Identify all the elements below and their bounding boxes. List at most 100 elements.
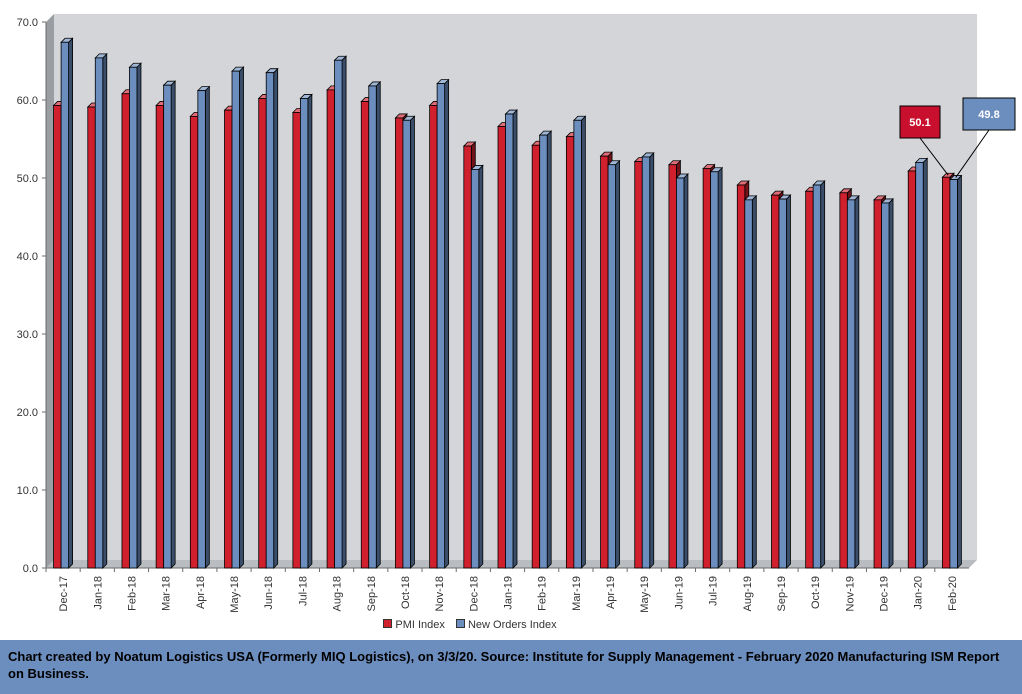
bar-new-orders	[572, 115, 587, 569]
bar-front-face	[231, 70, 240, 569]
x-tick-label: Jan-18	[92, 576, 104, 610]
bar-front-face	[87, 106, 96, 569]
bar-side-face	[102, 52, 108, 569]
annotation-label: 50.1	[909, 117, 930, 129]
bar-front-face	[812, 184, 822, 569]
bar-front-face	[915, 161, 924, 569]
bar-new-orders	[880, 197, 895, 569]
x-tick-label: Feb-18	[126, 576, 138, 611]
bar-side-face	[546, 130, 552, 569]
x-tick-label: Feb-20	[947, 576, 959, 611]
x-tick-label: Jan-19	[503, 576, 515, 610]
x-tick-label: Jun-19	[673, 576, 685, 610]
y-tick-label: 70.0	[17, 17, 38, 29]
bar-new-orders	[675, 173, 689, 569]
bar-front-face	[299, 98, 309, 569]
x-tick-label: Sep-19	[776, 576, 788, 611]
x-tick-label: Mar-19	[571, 576, 583, 611]
bar-new-orders	[299, 93, 313, 569]
bar-new-orders	[948, 174, 963, 569]
y-tick-label: 50.0	[17, 173, 38, 185]
bar-side-face	[649, 151, 655, 569]
x-tick-label: Oct-19	[810, 576, 822, 609]
bar-front-face	[805, 190, 814, 569]
bar-new-orders	[470, 164, 484, 569]
x-tick-label: Oct-18	[400, 576, 412, 609]
bar-side-face	[820, 180, 826, 569]
bar-side-face	[341, 55, 347, 569]
bar-front-face	[470, 169, 480, 569]
x-tick-label: Mar-18	[161, 576, 173, 611]
bar-front-face	[873, 199, 882, 569]
bar-front-face	[676, 177, 685, 569]
bar-front-face	[121, 93, 130, 569]
annotation-box	[899, 105, 941, 139]
bar-front-face	[497, 126, 506, 569]
bar-new-orders	[162, 80, 177, 569]
bar-front-face	[907, 170, 917, 569]
bar-side-face	[786, 194, 791, 569]
x-tick-label: Jan-20	[913, 576, 925, 610]
bar-new-orders	[641, 151, 655, 569]
y-tick-label: 0.0	[23, 563, 38, 575]
bar-front-face	[641, 156, 651, 569]
x-tick-label: Dec-18	[468, 576, 480, 611]
bar-new-orders	[231, 66, 245, 569]
bar-new-orders	[709, 166, 724, 569]
legend-item-new-orders: New Orders Index	[455, 619, 557, 631]
bar-front-face	[771, 194, 780, 569]
bar-side-face	[170, 80, 176, 569]
bar-front-face	[463, 145, 472, 569]
x-tick-label: May-19	[639, 576, 651, 613]
bar-front-face	[334, 59, 343, 569]
legend-item-pmi: PMI Index	[383, 619, 445, 631]
legend-label-new-orders: New Orders Index	[467, 619, 557, 631]
bar-new-orders	[812, 180, 826, 569]
bar-side-face	[717, 166, 723, 569]
bar-front-face	[129, 66, 138, 569]
bar-front-face	[429, 105, 438, 569]
bar-front-face	[197, 90, 206, 569]
legend-swatch-pmi	[383, 619, 393, 628]
bar-side-face	[580, 115, 586, 569]
y-tick-label: 60.0	[17, 95, 38, 107]
y-tick-label: 20.0	[17, 407, 38, 419]
bar-front-face	[163, 84, 172, 569]
bar-side-face	[751, 194, 757, 569]
x-tick-label: Sep-18	[366, 576, 378, 611]
annotation-label: 49.8	[978, 109, 999, 121]
bar-front-face	[634, 161, 643, 569]
x-tick-label: May-18	[229, 576, 241, 613]
bar-new-orders	[914, 157, 929, 569]
bar-side-face	[922, 157, 928, 569]
bar-new-orders	[778, 194, 792, 569]
x-tick-label: Dec-17	[58, 576, 70, 611]
bar-front-face	[505, 113, 514, 569]
source-footer: Chart created by Noatum Logistics USA (F…	[0, 640, 1022, 694]
bar-front-face	[189, 115, 199, 569]
bar-side-face	[512, 109, 518, 569]
bar-new-orders	[846, 194, 860, 569]
bar-new-orders	[265, 67, 279, 569]
bar-new-orders	[401, 115, 416, 569]
plot-side-wall	[46, 14, 54, 568]
bar-new-orders	[436, 78, 450, 569]
bar-front-face	[565, 136, 575, 569]
bar-front-face	[600, 155, 609, 569]
bar-new-orders	[504, 109, 518, 569]
legend: PMI Index New Orders Index	[0, 619, 940, 631]
bar-new-orders	[196, 85, 211, 569]
x-tick-label: Dec-19	[879, 576, 891, 611]
bar-side-face	[478, 164, 484, 569]
bar-side-face	[410, 115, 415, 569]
bar-front-face	[368, 85, 377, 569]
bar-new-orders	[743, 194, 758, 569]
bar-side-face	[888, 197, 894, 569]
x-tick-label: Jul-18	[297, 576, 309, 606]
bar-front-face	[265, 72, 275, 569]
legend-label-pmi: PMI Index	[395, 619, 445, 631]
bar-front-face	[744, 199, 753, 569]
bar-side-face	[375, 80, 381, 569]
bar-new-orders	[538, 130, 553, 569]
legend-swatch-new-orders	[455, 619, 465, 628]
